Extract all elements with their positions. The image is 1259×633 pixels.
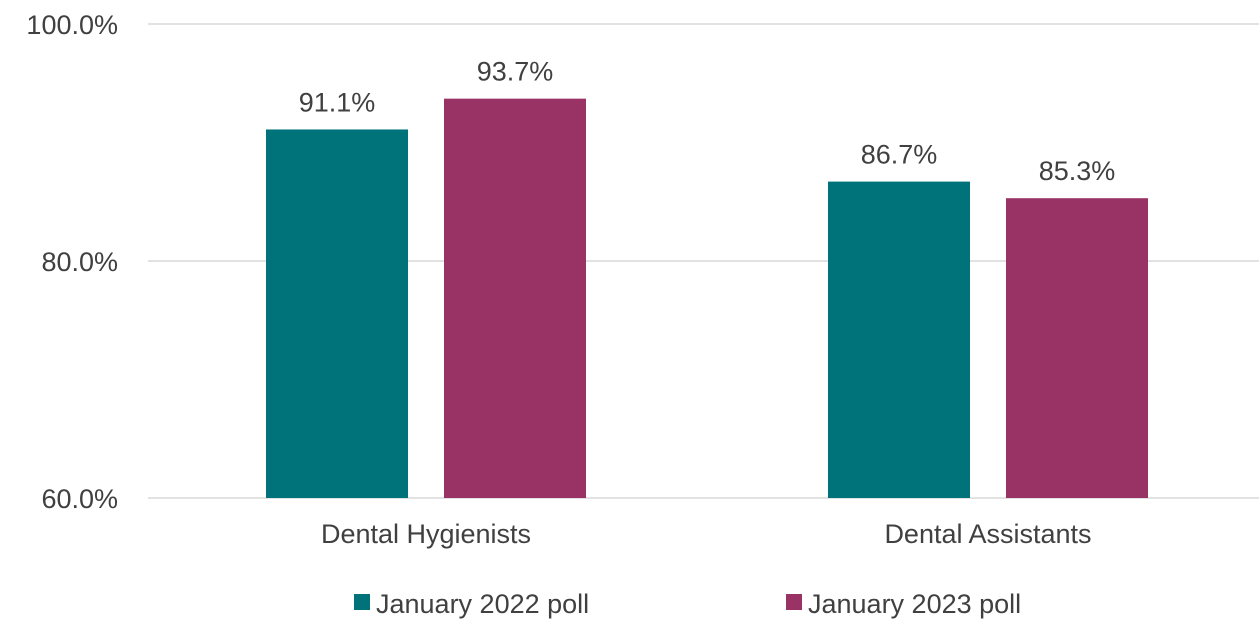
x-axis-category-labels: Dental Hygienists Dental Assistants — [321, 519, 1092, 549]
y-tick-label: 100.0% — [26, 10, 118, 40]
bar-series-1-category-1 — [1006, 198, 1148, 498]
y-axis-tick-labels: 60.0% 80.0% 100.0% — [26, 10, 118, 514]
data-label-series-0-category-0: 91.1% — [299, 87, 376, 117]
x-category-label-0: Dental Hygienists — [321, 519, 531, 549]
x-category-label-1: Dental Assistants — [884, 519, 1091, 549]
legend-item-0: January 2022 poll — [354, 589, 589, 619]
legend: January 2022 poll January 2023 poll — [354, 589, 1021, 619]
y-tick-label: 60.0% — [41, 484, 118, 514]
data-labels: 91.1% 93.7% 86.7% 85.3% — [299, 57, 1116, 187]
data-label-series-0-category-1: 86.7% — [861, 140, 938, 170]
data-label-series-1-category-0: 93.7% — [477, 57, 554, 87]
y-tick-label: 80.0% — [41, 247, 118, 277]
bar-series-0-category-1 — [828, 181, 970, 499]
bars — [266, 98, 1148, 499]
legend-item-1: January 2023 poll — [786, 589, 1021, 619]
legend-label-1: January 2023 poll — [808, 589, 1021, 619]
data-label-series-1-category-1: 85.3% — [1039, 156, 1116, 186]
legend-label-0: January 2022 poll — [376, 589, 589, 619]
legend-swatch-0 — [354, 594, 370, 610]
legend-swatch-1 — [786, 594, 802, 610]
bar-series-0-category-0 — [266, 129, 408, 498]
bar-series-1-category-0 — [444, 98, 586, 498]
